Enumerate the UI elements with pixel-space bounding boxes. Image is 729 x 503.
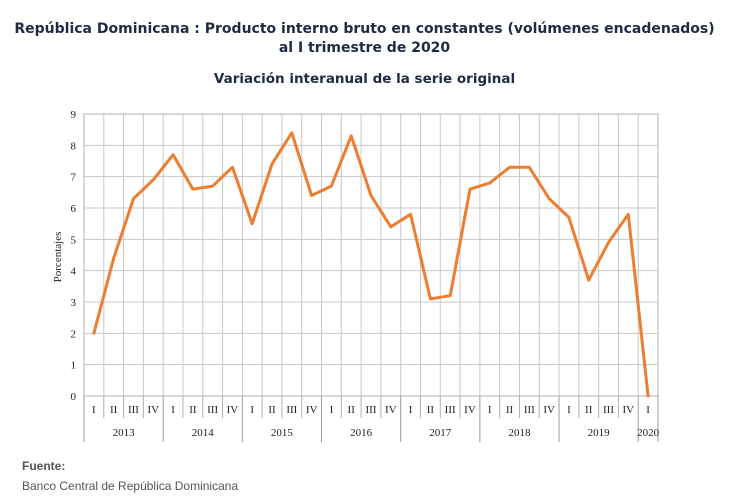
data-point: [627, 213, 630, 216]
x-tick-label: III: [603, 404, 614, 416]
year-label: 2015: [271, 427, 294, 439]
data-point: [528, 166, 531, 169]
data-point: [290, 131, 293, 134]
x-tick-label: I: [488, 404, 492, 416]
x-tick-label: II: [268, 404, 276, 416]
year-label: 2017: [429, 427, 452, 439]
x-tick-label: II: [110, 404, 118, 416]
y-axis-label: Porcentajes: [52, 232, 64, 283]
data-point: [251, 222, 254, 225]
x-tick-label: III: [207, 404, 218, 416]
x-tick-label: IV: [306, 404, 318, 416]
x-tick-label: IV: [227, 404, 239, 416]
x-tick-label: IV: [385, 404, 397, 416]
year-label: 2018: [508, 427, 531, 439]
data-point: [587, 279, 590, 282]
y-tick-label: 5: [71, 234, 77, 246]
data-point: [409, 213, 412, 216]
x-tick-label: I: [250, 404, 254, 416]
y-tick-label: 9: [71, 109, 77, 121]
y-tick-label: 3: [71, 297, 77, 309]
data-point: [449, 294, 452, 297]
x-tick-label: I: [409, 404, 413, 416]
data-point: [172, 153, 175, 156]
data-point: [152, 178, 155, 181]
x-tick-label: I: [330, 404, 334, 416]
source-text: Banco Central de República Dominicana: [22, 479, 239, 493]
chart-subtitle: Variación interanual de la serie origina…: [213, 71, 516, 87]
chart-title-line2: al I trimestre de 2020: [278, 40, 451, 56]
x-tick-label: II: [506, 404, 514, 416]
data-point: [488, 181, 491, 184]
data-point: [92, 332, 95, 335]
x-tick-label: IV: [147, 404, 159, 416]
x-tick-label: I: [646, 404, 650, 416]
x-tick-label: II: [427, 404, 435, 416]
plot-area: [83, 113, 659, 397]
data-point: [508, 166, 511, 169]
x-tick-label: III: [128, 404, 139, 416]
x-tick-label: II: [348, 404, 356, 416]
data-point: [607, 241, 610, 244]
data-point: [132, 197, 135, 200]
y-tick-label: 8: [71, 140, 77, 152]
x-tick-label: II: [189, 404, 197, 416]
x-tick-label: III: [366, 404, 377, 416]
x-tick-label: I: [567, 404, 571, 416]
x-tick-label: IV: [623, 404, 635, 416]
data-point: [548, 197, 551, 200]
x-tick-label: II: [585, 404, 593, 416]
x-tick-label: IV: [464, 404, 476, 416]
year-label: 2016: [350, 427, 373, 439]
data-point: [211, 185, 214, 188]
x-tick-label: III: [286, 404, 297, 416]
data-point: [191, 188, 194, 191]
year-label: 2013: [113, 427, 136, 439]
y-tick-label: 6: [71, 203, 77, 215]
year-label: 2019: [588, 427, 611, 439]
data-point: [370, 194, 373, 197]
data-point: [468, 188, 471, 191]
year-label: 2014: [192, 427, 215, 439]
x-tick-label: I: [171, 404, 175, 416]
x-tick-label: III: [524, 404, 535, 416]
data-point: [271, 163, 274, 166]
data-point: [647, 395, 650, 398]
data-point: [567, 216, 570, 219]
x-tick-label: IV: [543, 404, 555, 416]
source-label: Fuente:: [22, 459, 66, 473]
chart-title: República Dominicana : Producto interno …: [14, 21, 715, 37]
year-label: 2020: [637, 427, 660, 439]
data-point: [429, 297, 432, 300]
data-point: [389, 225, 392, 228]
y-tick-label: 4: [71, 266, 77, 278]
x-tick-label: III: [445, 404, 456, 416]
series-line: [92, 131, 650, 398]
data-point: [231, 166, 234, 169]
x-tick-label: I: [92, 404, 96, 416]
data-point: [310, 194, 313, 197]
data-point: [350, 134, 353, 137]
data-point: [330, 185, 333, 188]
y-tick-label: 7: [71, 172, 77, 184]
y-tick-label: 0: [71, 391, 77, 403]
y-tick-label: 2: [71, 328, 77, 340]
data-point: [112, 257, 115, 260]
y-tick-label: 1: [71, 360, 77, 372]
